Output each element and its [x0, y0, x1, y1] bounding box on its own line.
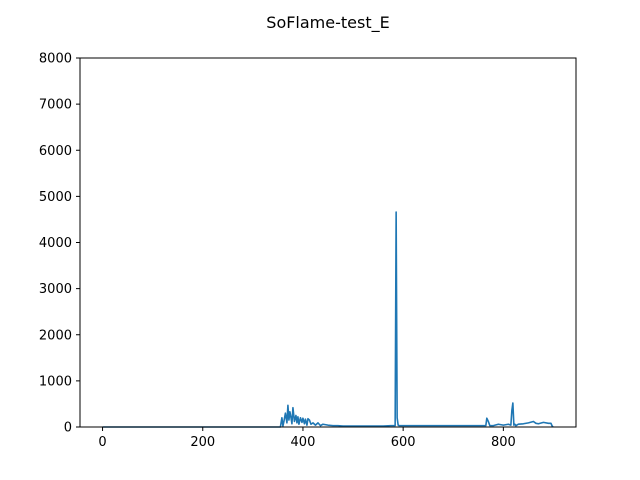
x-tick-label: 200	[190, 435, 215, 450]
y-axis: 0 1000 2000 3000 4000 5000 6000 7000 8000	[39, 52, 80, 436]
x-tick-label: 0	[98, 435, 106, 450]
x-tick-label: 800	[491, 435, 516, 450]
y-tick-label: 5000	[39, 190, 72, 205]
x-axis: 0 200 400 600 800	[98, 427, 516, 450]
y-tick-label: 3000	[39, 282, 72, 297]
y-tick-label: 7000	[39, 98, 72, 113]
plot-frame	[79, 57, 577, 428]
series-line-0	[102, 211, 554, 428]
plot-area	[102, 211, 554, 428]
x-tick-label: 600	[391, 435, 416, 450]
y-tick-label: 4000	[39, 236, 72, 251]
y-tick-label: 2000	[39, 328, 72, 343]
y-tick-label: 6000	[39, 144, 72, 159]
chart-title: SoFlame-test_E	[266, 13, 389, 33]
x-tick-label: 400	[291, 435, 316, 450]
y-tick-label: 8000	[39, 52, 72, 67]
y-tick-label: 1000	[39, 374, 72, 389]
y-tick-label: 0	[64, 421, 72, 436]
